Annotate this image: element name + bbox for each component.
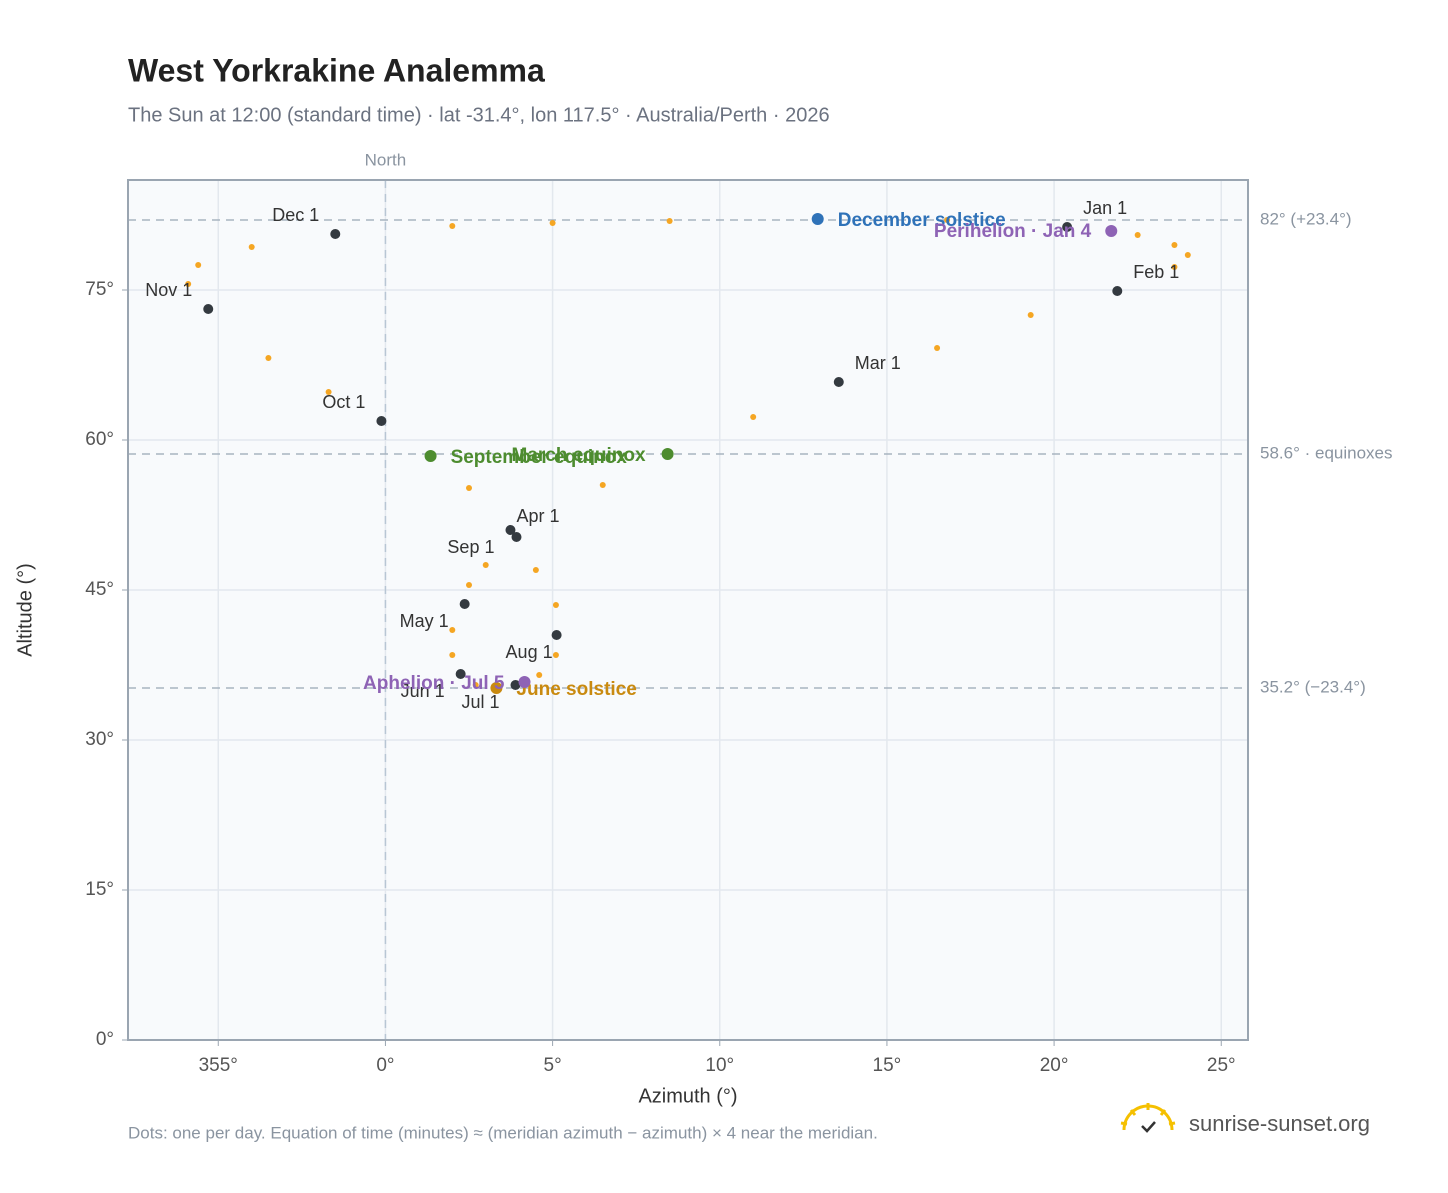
event-label: March equinox <box>512 445 647 466</box>
event-label: Aphelion · Jul 5 <box>363 673 505 694</box>
y-tick-label: 60° <box>85 429 114 450</box>
reference-label: 35.2° (−23.4°) <box>1260 677 1366 696</box>
month-label: Apr 1 <box>516 506 559 526</box>
month-label: Dec 1 <box>272 205 319 225</box>
event-marker <box>518 676 531 688</box>
month-label: Sep 1 <box>447 537 494 557</box>
month-marker <box>1062 222 1073 232</box>
month-label: Mar 1 <box>855 353 901 373</box>
event-marker <box>424 450 437 462</box>
chart-title: West Yorkrakine Analemma <box>128 52 545 88</box>
event-label: December solstice <box>838 210 1006 231</box>
meridian-label: North <box>365 150 407 169</box>
day-dot <box>750 414 757 420</box>
day-dot <box>1171 242 1178 248</box>
x-tick-label: 10° <box>705 1055 734 1076</box>
month-label: Jan 1 <box>1083 198 1127 218</box>
month-label: Oct 1 <box>322 392 365 412</box>
x-tick-label: 25° <box>1207 1055 1236 1076</box>
month-marker <box>510 680 521 690</box>
day-dot <box>482 562 489 568</box>
reference-label: 58.6° · equinoxes <box>1260 443 1393 462</box>
day-dot <box>552 652 559 658</box>
day-dot <box>265 355 272 361</box>
day-dot <box>466 582 473 588</box>
day-dot <box>934 345 941 351</box>
month-marker <box>330 229 341 239</box>
month-marker <box>833 377 844 387</box>
day-dot <box>666 218 673 224</box>
x-tick-label: 355° <box>199 1055 238 1076</box>
chart-subtitle: The Sun at 12:00 (standard time) · lat -… <box>128 104 830 126</box>
x-tick-label: 20° <box>1040 1055 1069 1076</box>
day-dot <box>195 262 202 268</box>
day-dot <box>552 602 559 608</box>
x-tick-label: 15° <box>873 1055 902 1076</box>
y-tick-label: 0° <box>96 1029 114 1050</box>
day-dot <box>536 672 543 678</box>
month-marker <box>505 525 516 535</box>
day-dot <box>549 220 556 226</box>
grid <box>122 180 1248 1046</box>
day-dot <box>1027 312 1034 318</box>
day-dot <box>449 627 456 633</box>
day-dot <box>466 485 473 491</box>
day-dot <box>1171 264 1178 270</box>
event-marker <box>1105 225 1118 237</box>
brand: sunrise-sunset.org <box>1189 1111 1370 1136</box>
month-marker <box>203 304 214 314</box>
day-dot <box>185 281 192 287</box>
day-dot <box>599 482 606 488</box>
month-label: Nov 1 <box>145 280 192 300</box>
month-label: May 1 <box>400 611 449 631</box>
month-marker <box>376 416 387 426</box>
y-axis-label: Altitude (°) <box>14 563 36 657</box>
day-dot <box>325 389 332 395</box>
month-label: Jul 1 <box>461 692 499 712</box>
y-tick-label: 45° <box>85 579 114 600</box>
reference-label: 82° (+23.4°) <box>1260 209 1352 228</box>
event-label: June solstice <box>516 679 636 700</box>
footnote: Dots: one per day. Equation of time (min… <box>128 1123 878 1142</box>
event-marker <box>490 682 503 694</box>
day-dot <box>1184 252 1191 258</box>
brand-logo <box>1120 1103 1176 1133</box>
x-axis-label: Azimuth (°) <box>638 1085 737 1107</box>
event-label: Perihelion · Jan 4 <box>934 221 1092 242</box>
day-dot <box>472 682 479 688</box>
marks: Jan 1 Feb 1 Mar 1 Apr 1 May 1 Jun 1 Jul 1 Aug 1… <box>145 198 1191 712</box>
y-tick-label: 30° <box>85 729 114 750</box>
day-dot <box>248 244 255 250</box>
plot-area <box>128 180 1248 1040</box>
event-marker <box>811 213 824 225</box>
x-tick-label: 5° <box>544 1055 562 1076</box>
month-marker <box>511 532 522 542</box>
day-dot <box>1134 232 1141 238</box>
day-dot <box>944 217 951 223</box>
x-tick-label: 0° <box>376 1055 394 1076</box>
month-marker <box>455 669 466 679</box>
day-dot <box>449 652 456 658</box>
event-marker <box>661 448 674 460</box>
month-label: Feb 1 <box>1133 262 1179 282</box>
month-label: Aug 1 <box>506 642 553 662</box>
month-marker <box>1112 286 1123 296</box>
month-label: Jun 1 <box>401 681 445 701</box>
day-dot <box>449 223 456 229</box>
y-tick-label: 75° <box>85 279 114 300</box>
plot-frame <box>127 179 1249 1041</box>
day-dot <box>532 567 539 573</box>
event-label: September equinox <box>451 447 628 468</box>
month-marker <box>551 630 562 640</box>
month-marker <box>459 599 470 609</box>
y-tick-label: 15° <box>85 879 114 900</box>
